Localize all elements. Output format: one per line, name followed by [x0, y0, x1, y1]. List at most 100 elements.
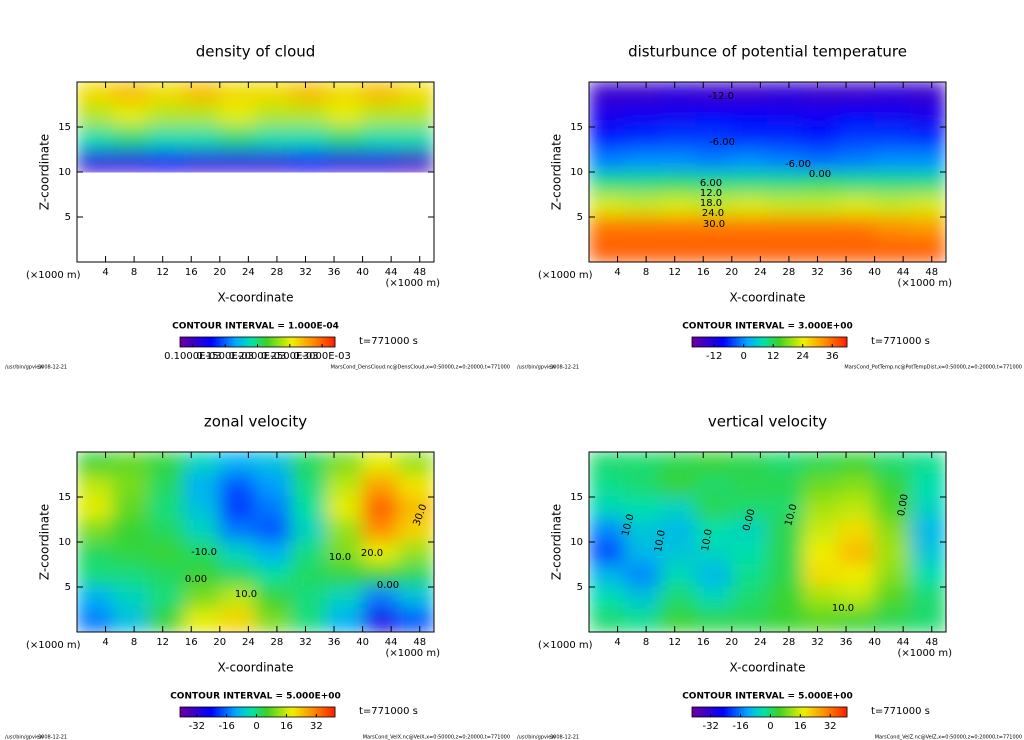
colorbar-swatch — [187, 337, 191, 347]
cell — [147, 451, 185, 475]
colorbar-swatch — [787, 707, 791, 717]
colorbar-swatch — [831, 337, 835, 347]
colorbar-swatch — [692, 337, 695, 347]
colorbar-swatch — [756, 707, 760, 717]
colorbar-swatch — [834, 337, 838, 347]
cell — [326, 474, 364, 498]
cell — [183, 81, 221, 105]
colorbar-swatch — [283, 337, 287, 347]
x-axis-label: X-coordinate — [730, 661, 806, 675]
footer: MarsCond_PotTemp.nc@PotTempDist,x=0:5000… — [844, 365, 1022, 371]
cell — [802, 496, 840, 520]
cell — [838, 149, 876, 173]
colorbar-swatch — [187, 707, 191, 717]
cell — [183, 586, 221, 610]
colorbar-swatch — [839, 707, 843, 717]
contour-label: -6.00 — [785, 159, 811, 170]
colorbar-swatch — [218, 707, 222, 717]
contour-label: 10.0 — [653, 529, 668, 553]
colorbar-swatch — [733, 707, 737, 717]
cell — [909, 474, 947, 498]
colorbar-swatch — [322, 337, 326, 347]
colorbar-swatch — [280, 707, 284, 717]
time-label: t=771000 s — [871, 706, 930, 717]
colorbar-swatch — [239, 707, 243, 717]
cell — [874, 104, 911, 128]
cell — [802, 126, 840, 150]
colorbar-tick-label: 16 — [794, 721, 807, 732]
colorbar-swatch — [260, 707, 264, 717]
colorbar-frame — [179, 706, 336, 718]
contour-label: 0.00 — [185, 574, 207, 585]
cell — [731, 586, 768, 610]
cell — [588, 564, 626, 588]
chart-title: disturbunce of potential temperature — [628, 43, 907, 61]
colorbar-swatch — [761, 707, 765, 717]
colorbar-swatch — [813, 337, 817, 347]
y-tick-label: 5 — [65, 582, 71, 593]
cell — [874, 541, 911, 565]
colorbar-swatch — [738, 707, 742, 717]
cell — [290, 496, 328, 520]
cell — [659, 171, 697, 195]
colorbar-swatch — [715, 707, 719, 717]
contour-label: 12.0 — [700, 188, 722, 199]
cell — [695, 194, 733, 218]
cell — [362, 496, 399, 520]
x-tick-label: 32 — [811, 267, 824, 278]
colorbar-tick-label: 24 — [796, 351, 809, 362]
colorbar-swatch — [735, 707, 739, 717]
colorbar-swatch — [195, 337, 199, 347]
colorbar-swatch — [283, 707, 287, 717]
colorbar-swatch — [247, 707, 251, 717]
cell — [112, 81, 149, 105]
cell — [909, 126, 947, 150]
cell — [112, 519, 149, 543]
cell — [397, 126, 435, 150]
contour-label: 6.00 — [700, 178, 722, 189]
cell — [362, 104, 399, 128]
cell — [909, 541, 947, 565]
footer: 2008-12-21 — [38, 735, 67, 740]
colorbar-swatch — [229, 337, 233, 347]
contour-interval: CONTOUR INTERVAL = 1.000E-04 — [172, 322, 339, 332]
cell — [255, 541, 292, 565]
cell — [874, 474, 911, 498]
colorbar-swatch — [208, 337, 212, 347]
colorbar-swatch — [764, 707, 768, 717]
colorbar-swatch — [270, 337, 274, 347]
cell — [76, 496, 114, 520]
cell — [183, 149, 221, 173]
cell — [255, 609, 292, 633]
cell — [909, 194, 947, 218]
cell — [112, 586, 149, 610]
cell — [362, 149, 399, 173]
colorbar-swatch — [296, 707, 300, 717]
cell — [731, 541, 768, 565]
colorbar-swatch — [699, 707, 703, 717]
cell — [76, 81, 114, 105]
cell — [219, 474, 256, 498]
cell — [255, 586, 292, 610]
cell — [290, 104, 328, 128]
x-tick-label: 4 — [102, 267, 108, 278]
x-tick-label: 44 — [897, 267, 910, 278]
colorbar-swatch — [211, 707, 214, 717]
footer: /usr/bin/gpview — [517, 365, 555, 371]
cell — [624, 81, 661, 105]
colorbar-swatch — [818, 707, 822, 717]
cell — [112, 496, 149, 520]
colorbar-swatch — [717, 707, 721, 717]
x-axis-label: X-coordinate — [730, 291, 806, 305]
x-tick-label: 36 — [840, 267, 853, 278]
x-tick-label: 36 — [328, 267, 341, 278]
colorbar-swatch — [211, 337, 214, 347]
cell — [695, 541, 733, 565]
cell — [624, 104, 661, 128]
colorbar-swatch — [242, 337, 245, 347]
cell — [874, 564, 911, 588]
cell — [624, 216, 661, 240]
colorbar-swatch — [327, 707, 331, 717]
